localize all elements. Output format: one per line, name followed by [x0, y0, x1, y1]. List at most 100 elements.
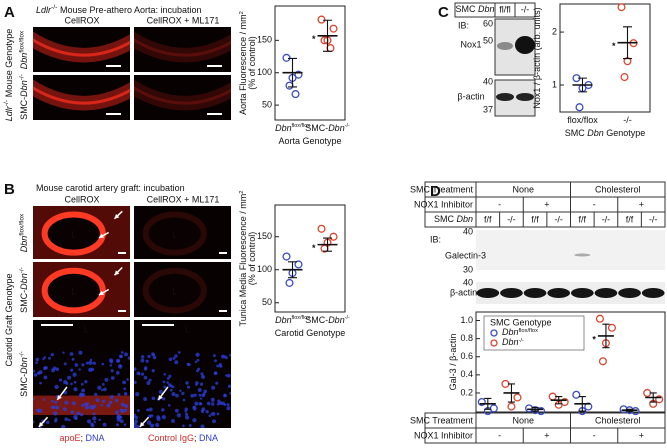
nucleus — [140, 372, 145, 376]
arrow-head — [139, 422, 145, 427]
text-part: Nox1 / β-actin (arb. units) — [532, 7, 542, 108]
data-point — [513, 393, 522, 402]
error-bar — [649, 392, 657, 403]
nucleus — [38, 408, 43, 413]
text-part: ; — [194, 433, 199, 443]
text-part: Dbn — [328, 315, 345, 325]
error-bar — [555, 396, 563, 405]
plot-frame — [274, 204, 346, 313]
text-part: Control IgG — [148, 433, 194, 443]
nucleus — [74, 363, 79, 367]
data-point — [294, 70, 303, 79]
text-part: Dbn — [502, 327, 519, 337]
arrow-head — [114, 213, 120, 219]
y-tick-label: 0.4 — [460, 369, 473, 379]
side-label: Ldlr-/- Mouse Genotype — [3, 29, 14, 122]
nucleus — [134, 415, 139, 420]
nucleus — [199, 397, 203, 400]
nucleus — [33, 369, 36, 373]
data-point — [282, 53, 291, 62]
nucleus — [156, 416, 161, 422]
nucleus — [39, 381, 42, 385]
text-part: SMC — [565, 128, 588, 138]
micrograph: L — [33, 320, 130, 428]
nucleus — [33, 373, 38, 377]
x-tick-label: Dbnflox/flox — [275, 315, 310, 325]
mw-label: 37 — [483, 104, 493, 114]
nucleus — [226, 406, 231, 411]
nucleus — [80, 403, 85, 407]
text-part: Dbn — [456, 214, 473, 224]
nucleus — [62, 351, 65, 354]
nucleus — [70, 368, 74, 372]
nucleus — [86, 419, 92, 424]
text-part: apoE — [59, 433, 80, 443]
nucleus — [93, 420, 97, 424]
text-part: Mouse Pre-athero Aorta: incubation — [57, 5, 201, 15]
nucleus — [198, 402, 203, 406]
nucleus — [109, 364, 113, 367]
condition-label: None — [512, 184, 534, 194]
vessel-wall — [142, 211, 207, 256]
nucleus — [120, 409, 125, 414]
nucleus — [186, 362, 190, 366]
nucleus — [43, 356, 47, 359]
nucleus — [181, 391, 185, 396]
nucleus — [54, 384, 59, 390]
nucleus — [119, 415, 123, 419]
nucleus — [54, 400, 58, 404]
plot-frame — [475, 311, 666, 413]
genotype-value: -/- — [554, 214, 563, 224]
inhibitor-value: + — [639, 430, 644, 440]
error-bar — [531, 406, 539, 412]
text-part: flox/flox — [292, 123, 311, 129]
text-part: SMC- — [305, 123, 328, 133]
genotype-value: -/- — [649, 214, 658, 224]
nucleus — [70, 410, 75, 415]
nucleus — [72, 401, 76, 406]
y-axis-label: (% of control) — [247, 232, 257, 286]
nucleus — [79, 393, 83, 398]
micrograph — [134, 75, 231, 120]
tissue — [33, 86, 130, 105]
blot-header: SMC Dbn — [455, 4, 494, 14]
nucleus — [193, 408, 196, 411]
nucleus — [55, 367, 60, 372]
nucleus — [216, 412, 220, 416]
micrograph: L — [33, 262, 130, 317]
nucleus — [64, 400, 69, 405]
panel-title: Ldlr-/- Mouse Pre-athero Aorta: incubati… — [36, 4, 202, 15]
text-part: Carotid Graft Genotype — [4, 273, 14, 366]
nucleus — [43, 375, 48, 380]
band-label: Galectin-3 — [445, 250, 486, 260]
row-label: SMC-Dbn-/- — [18, 351, 29, 397]
nucleus — [81, 363, 85, 367]
genotype-value: f/f — [531, 214, 539, 224]
band — [523, 288, 547, 298]
nucleus — [140, 355, 145, 359]
x-tick-label: SMC-Dbn-/- — [305, 123, 350, 133]
stain-label: Control IgG; DNA — [148, 433, 218, 443]
column-label: CellROX + ML171 — [147, 194, 220, 204]
nucleus — [195, 381, 199, 385]
x-axis-label: Carotid Genotype — [275, 328, 346, 338]
nucleus — [92, 361, 96, 365]
nucleus — [196, 369, 199, 373]
nucleus — [67, 418, 71, 422]
text-part: flox/flox — [567, 115, 598, 125]
nucleus — [184, 412, 189, 416]
mw-label: 40 — [463, 226, 473, 236]
data-point — [548, 392, 557, 401]
condition-label: Cholesterol — [595, 415, 641, 425]
nucleus — [86, 402, 90, 406]
side-label: Carotid Graft Genotype — [4, 273, 14, 366]
nucleus — [158, 389, 163, 395]
band — [547, 288, 571, 298]
table-frame — [424, 181, 666, 228]
text-part: Mouse Genotype — [4, 29, 14, 100]
nucleus — [146, 408, 150, 412]
nucleus — [85, 361, 89, 365]
text-part: (% of control) — [247, 36, 257, 90]
text-part: flox/flox — [519, 327, 539, 333]
nucleus — [194, 360, 198, 364]
